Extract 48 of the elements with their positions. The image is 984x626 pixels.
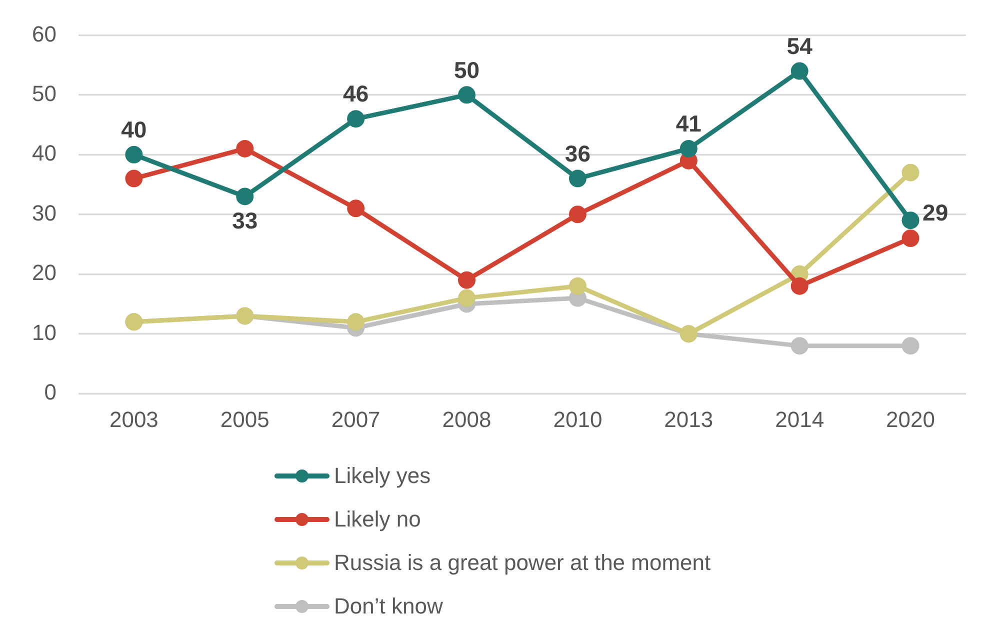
x-tick-label: 2007 xyxy=(331,406,380,432)
y-tick-label: 0 xyxy=(44,380,56,405)
point xyxy=(236,140,254,158)
point xyxy=(680,140,698,158)
data-label: 33 xyxy=(232,207,258,234)
data-label: 29 xyxy=(922,200,948,226)
point xyxy=(902,212,920,230)
point xyxy=(902,230,920,248)
x-tick-label: 2020 xyxy=(886,406,936,432)
point xyxy=(568,206,586,224)
point xyxy=(125,146,143,164)
point xyxy=(458,289,476,307)
x-tick-label: 2013 xyxy=(664,406,714,432)
point xyxy=(790,277,808,295)
y-tick-label: 50 xyxy=(32,80,56,106)
data-label: 40 xyxy=(121,116,147,143)
point xyxy=(568,170,586,188)
data-label: 41 xyxy=(676,110,702,137)
point xyxy=(347,110,365,128)
point xyxy=(790,337,808,355)
legend-label: Likely no xyxy=(334,506,421,532)
point xyxy=(790,62,808,80)
point xyxy=(902,164,920,182)
x-tick-label: 2005 xyxy=(220,406,270,432)
point xyxy=(902,337,920,355)
point xyxy=(125,170,143,188)
point xyxy=(458,86,476,104)
point xyxy=(347,200,365,218)
x-tick-label: 2014 xyxy=(775,406,824,432)
y-tick-label: 20 xyxy=(32,260,56,286)
data-label: 36 xyxy=(564,140,591,166)
data-label: 54 xyxy=(786,32,813,59)
point xyxy=(236,188,254,206)
y-tick-label: 10 xyxy=(32,320,56,345)
y-tick-label: 40 xyxy=(32,140,56,166)
x-tick-label: 2010 xyxy=(553,406,602,432)
x-tick-label: 2003 xyxy=(109,406,158,432)
y-tick-label: 30 xyxy=(32,200,56,226)
data-label: 50 xyxy=(454,56,480,83)
point xyxy=(458,271,476,289)
x-tick-label: 2008 xyxy=(442,406,492,432)
point xyxy=(347,313,365,331)
legend-label: Russia is a great power at the moment xyxy=(334,550,711,576)
legend-label: Don’t know xyxy=(334,594,443,619)
data-label: 46 xyxy=(343,80,369,107)
y-tick-label: 60 xyxy=(32,21,56,46)
legend-label: Likely yes xyxy=(334,463,431,488)
point xyxy=(568,277,586,295)
